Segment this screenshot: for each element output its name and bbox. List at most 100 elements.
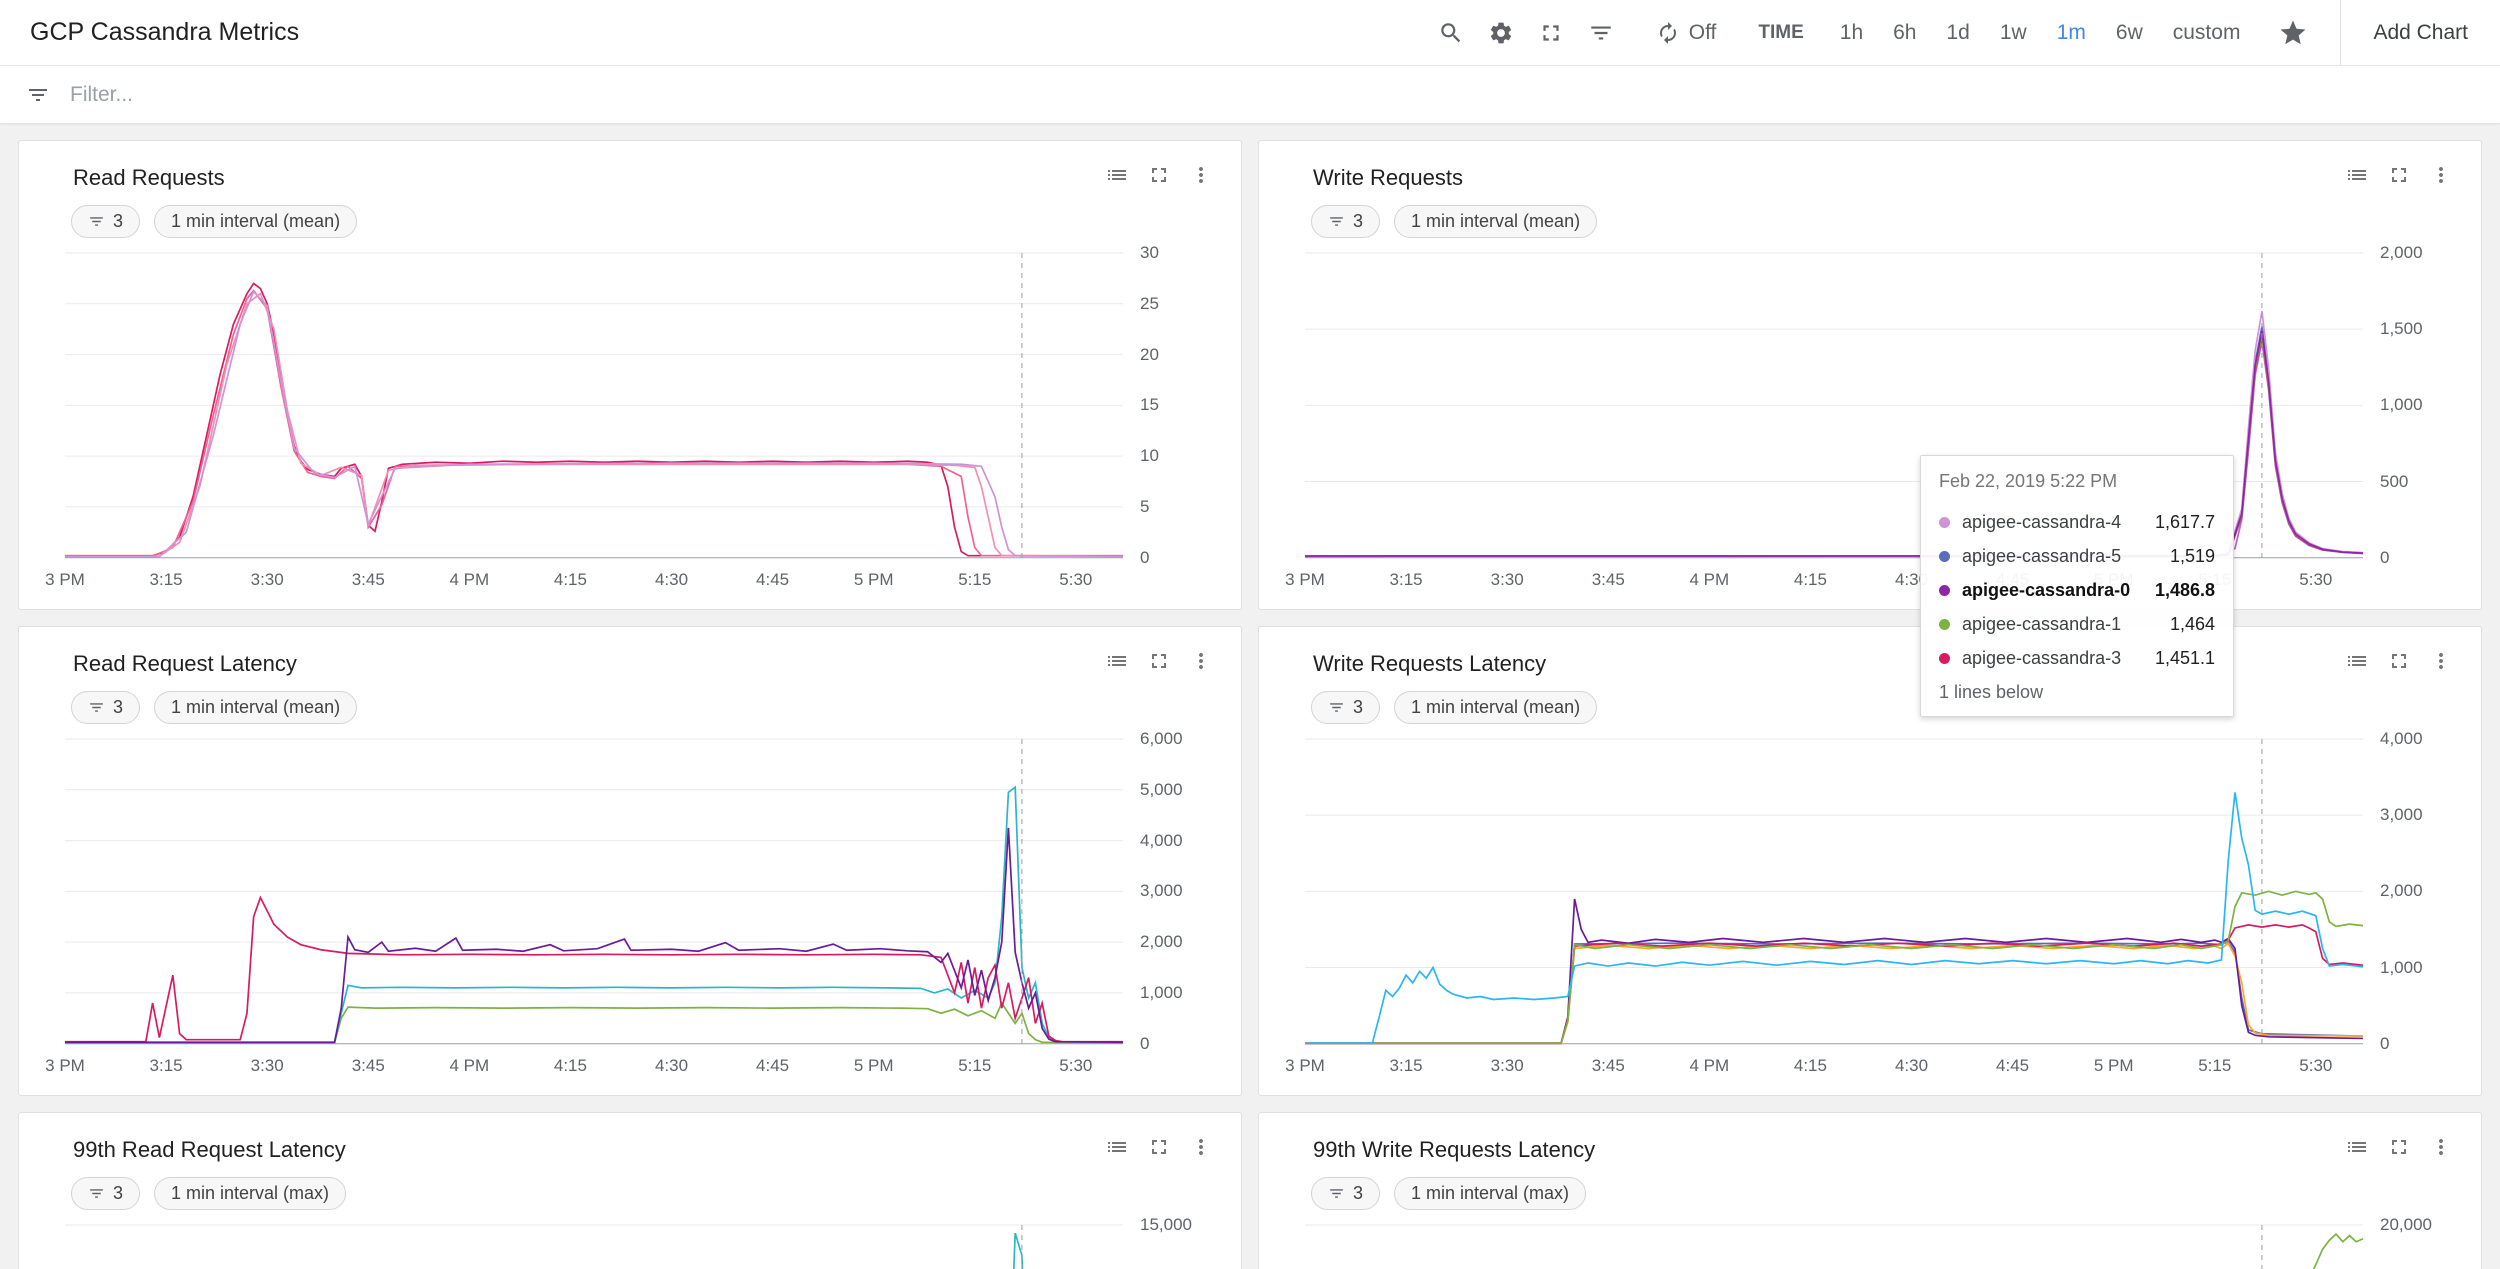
time-range-6w[interactable]: 6w (2115, 20, 2143, 44)
filter-count-chip[interactable]: 3 (71, 691, 141, 724)
expand-chart-icon[interactable] (2387, 1135, 2411, 1159)
add-chart-label: Add Chart (2373, 20, 2468, 44)
chart-menu-kebab-icon[interactable] (2429, 649, 2453, 673)
y-tick-label: 15 (1140, 395, 1159, 415)
chart-menu-kebab-icon[interactable] (1189, 1135, 1213, 1159)
filter-count-chip[interactable]: 3 (1311, 205, 1381, 238)
time-range-1d[interactable]: 1d (1946, 20, 1970, 44)
y-tick-label: 2,000 (2380, 243, 2423, 262)
chip-row: 3 1 min interval (max) (71, 1177, 347, 1210)
plot-svg[interactable] (1305, 1225, 2363, 1269)
y-axis-labels: 0 1,000 2,000 3,000 4,000 5,000 6,000 (1123, 729, 1221, 1053)
y-tick-label: 3,000 (1140, 881, 1183, 901)
filter-count-chip[interactable]: 3 (71, 1177, 141, 1210)
chart-title: 99th Write Requests Latency (1313, 1137, 1596, 1162)
series-color-dot (1939, 584, 1950, 596)
series-color-dot (1939, 652, 1950, 664)
filter-input[interactable] (70, 82, 2474, 107)
legend-list-icon[interactable] (2345, 1135, 2369, 1159)
legend-list-icon[interactable] (2345, 649, 2369, 673)
y-axis-labels: 05,00010,00015,000 (1123, 1215, 1221, 1269)
legend-list-icon[interactable] (1105, 649, 1129, 673)
x-tick-label: 5:30 (2299, 569, 2333, 589)
series-line-2 (65, 291, 1123, 557)
filter-count-chip[interactable]: 3 (1311, 691, 1381, 724)
filter-count: 3 (113, 1183, 124, 1203)
y-axis-labels: 0 500 1,000 1,500 2,000 (2363, 243, 2461, 567)
time-range-6h[interactable]: 6h (1893, 20, 1917, 44)
series-value: 1,617.7 (2154, 511, 2215, 532)
plot-svg[interactable] (65, 1225, 1123, 1269)
auto-refresh-toggle[interactable]: Off (1656, 21, 1716, 45)
x-tick-label: 3:15 (149, 1055, 183, 1075)
filter-count-chip[interactable]: 3 (1311, 1177, 1381, 1210)
interval-chip[interactable]: 1 min interval (mean) (1394, 205, 1598, 238)
add-chart-button[interactable]: Add Chart (2340, 0, 2500, 65)
chart-card-write-requests-latency: Write Requests Latency 3 1 min interval … (1258, 626, 2482, 1096)
chart-title: Read Request Latency (73, 651, 297, 676)
chip-row: 3 1 min interval (mean) (1311, 691, 1598, 724)
y-tick-label: 30 (1140, 243, 1159, 262)
interval-label: 1 min interval (max) (171, 1183, 330, 1203)
interval-label: 1 min interval (mean) (1411, 211, 1581, 231)
chart-menu-kebab-icon[interactable] (2429, 1135, 2453, 1159)
plot-svg[interactable] (65, 253, 1123, 558)
y-tick-label: 4,000 (2380, 729, 2423, 748)
time-range-1w[interactable]: 1w (1999, 20, 2027, 44)
chart-menu-kebab-icon[interactable] (1189, 649, 1213, 673)
star-icon[interactable] (2278, 18, 2308, 48)
expand-chart-icon[interactable] (1147, 163, 1171, 187)
fullscreen-icon[interactable] (1538, 20, 1564, 46)
filter-count-chip[interactable]: 3 (71, 205, 141, 238)
legend-list-icon[interactable] (1105, 163, 1129, 187)
settings-gear-icon[interactable] (1488, 20, 1514, 46)
interval-chip[interactable]: 1 min interval (mean) (154, 205, 358, 238)
y-tick-label: 1,500 (2380, 319, 2423, 339)
tooltip-row: apigee-cassandra-1 1,464 (1939, 607, 2215, 641)
expand-chart-icon[interactable] (1147, 1135, 1171, 1159)
filter-list-icon[interactable] (1588, 20, 1614, 46)
y-tick-label: 5,000 (1140, 779, 1183, 799)
expand-chart-icon[interactable] (2387, 649, 2411, 673)
x-tick-label: 3:30 (250, 569, 284, 589)
x-tick-label: 3 PM (45, 569, 85, 589)
series-name: apigee-cassandra-1 (1962, 613, 2122, 634)
filter-icon (90, 217, 103, 226)
time-range-1h[interactable]: 1h (1839, 20, 1864, 44)
x-tick-label: 5:30 (2299, 1055, 2333, 1075)
chart-title: Write Requests (1313, 165, 1463, 190)
tooltip-row: apigee-cassandra-4 1,617.7 (1939, 505, 2215, 539)
expand-chart-icon[interactable] (1147, 649, 1171, 673)
interval-chip[interactable]: 1 min interval (max) (1394, 1177, 1587, 1210)
x-axis-labels: 3 PM 3:15 3:30 3:45 4 PM 4:15 4:30 4:45 5 PM 5:15… (45, 1044, 1123, 1092)
series-line-magenta (65, 897, 1123, 1041)
x-tick-label: 4 PM (449, 1055, 490, 1075)
plot-svg[interactable] (65, 739, 1123, 1044)
legend-list-icon[interactable] (2345, 163, 2369, 187)
y-tick-label: 0 (2380, 547, 2390, 567)
expand-chart-icon[interactable] (2387, 163, 2411, 187)
chart-menu-kebab-icon[interactable] (1189, 163, 1213, 187)
x-tick-label: 4:45 (1996, 1055, 2030, 1075)
chip-row: 3 1 min interval (max) (1311, 1177, 1587, 1210)
time-range-custom[interactable]: custom (2172, 20, 2241, 44)
interval-label: 1 min interval (mean) (1411, 697, 1581, 717)
plot-svg[interactable] (1305, 739, 2363, 1044)
series-line-cyan (1305, 792, 2363, 1043)
series-value: 1,519 (2169, 545, 2215, 566)
filter-icon (1330, 1189, 1343, 1198)
interval-chip[interactable]: 1 min interval (mean) (154, 691, 358, 724)
chart-toolbar (2345, 1135, 2453, 1159)
time-range-1m[interactable]: 1m (2056, 20, 2086, 44)
series-value: 1,451.1 (2154, 647, 2215, 668)
interval-chip[interactable]: 1 min interval (max) (154, 1177, 347, 1210)
y-tick-label: 20 (1140, 344, 1159, 364)
interval-chip[interactable]: 1 min interval (mean) (1394, 691, 1598, 724)
series-line-3 (65, 294, 1123, 557)
legend-list-icon[interactable] (1105, 1135, 1129, 1159)
chart-menu-kebab-icon[interactable] (2429, 163, 2453, 187)
chart-area: 05,00010,00015,00020,000 3 PM3:153:303:4… (1305, 1215, 2461, 1269)
x-tick-label: 4:15 (1793, 569, 1827, 589)
search-icon[interactable] (1438, 20, 1464, 46)
y-tick-label: 6,000 (1140, 729, 1183, 748)
